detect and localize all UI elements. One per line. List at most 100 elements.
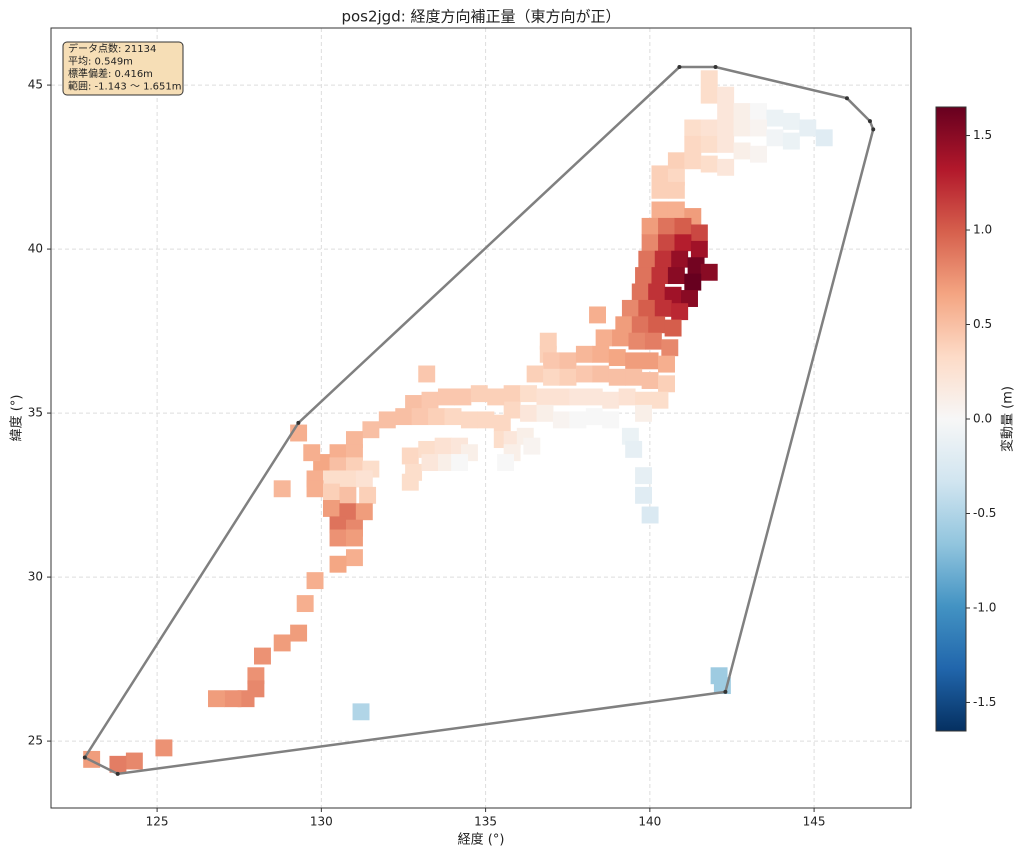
data-cell [667,181,685,199]
data-cell [273,634,291,652]
data-cell [717,158,735,176]
data-cell [618,388,636,406]
data-cell [654,250,672,268]
data-cell [428,408,446,426]
data-cell [444,408,462,426]
data-cell [552,411,570,429]
stats-line: 範囲: -1.143 ～ 1.651m [68,80,182,93]
hull-vertex [296,420,301,425]
data-cell [290,624,308,642]
data-cell [667,152,685,170]
colorbar-tick-label: -0.5 [973,506,996,520]
plot-frame [50,27,912,809]
data-cell [536,388,554,406]
data-cell [684,152,702,170]
data-cell [684,119,702,137]
data-cell [641,352,659,370]
data-cell [355,503,373,521]
y-tick-label: 25 [28,734,43,748]
stats-line: 標準偏差: 0.416m [68,67,153,80]
data-cell [254,647,271,665]
colorbar [935,106,967,732]
data-cell [454,388,472,406]
data-cell [658,375,675,393]
data-cell [750,103,767,121]
data-cell [651,165,669,183]
data-cell [674,217,692,235]
data-cell [569,411,587,429]
data-cell [339,486,357,504]
data-cell [612,329,629,347]
data-cell [329,529,347,547]
x-tick-label: 140 [638,815,661,829]
data-cell [717,119,735,137]
data-cell [664,319,682,337]
data-cell [700,70,718,88]
data-cell [539,332,557,350]
data-cell [766,129,784,147]
data-cell [684,273,702,291]
data-cell [303,444,321,462]
data-cell [569,388,587,406]
data-cell [750,119,767,137]
data-cell [717,103,735,121]
data-cell [437,388,455,406]
data-cell [487,388,505,406]
colorbar-tick-label: -1.5 [973,695,996,709]
data-cell [322,483,340,501]
data-cell [664,286,682,304]
hull-vertex [115,771,120,776]
colorbar-tick-label: -1.0 [973,600,996,614]
data-cell [635,404,652,422]
colorbar-tick-label: 1.5 [973,128,992,142]
data-cell [625,440,643,458]
data-cell [641,217,659,235]
data-cell [687,257,705,275]
hull-vertex [723,689,728,694]
data-cell [621,299,639,317]
x-tick-label: 135 [474,815,497,829]
y-tick-label: 40 [28,242,43,256]
data-cell [322,500,340,517]
colorbar-tick-label: 0.0 [973,412,992,426]
data-cell [520,385,538,403]
data-cell [602,391,620,409]
data-cell [635,467,652,485]
data-cell [470,385,488,403]
data-cell [644,332,662,350]
data-cell [625,368,643,386]
data-cell [503,385,521,403]
data-cell [543,352,561,370]
data-cell [526,365,544,383]
data-cell [589,306,606,324]
data-cell [401,473,419,491]
data-cell [306,572,324,590]
data-cell [306,480,324,498]
hull-vertex [82,755,87,760]
data-cell [345,457,363,475]
hull-vertex [867,119,872,124]
data-cell [766,109,784,127]
data-cell [109,755,127,773]
data-cell [405,395,423,412]
data-cell [651,181,669,199]
data-cell [671,250,689,268]
data-cell [641,234,659,252]
data-cell [608,368,626,386]
x-tick-label: 145 [803,815,826,829]
data-cell [631,316,649,334]
data-cell [700,86,718,104]
data-cell [648,283,666,301]
data-cell [638,250,656,268]
data-cell [782,112,800,130]
data-cell [690,224,708,242]
data-cell [401,447,419,465]
y-tick-label: 45 [28,78,43,92]
data-cell [345,549,363,567]
data-cell [497,454,515,471]
data-cell [717,86,735,104]
data-cell [635,267,652,285]
data-cell [339,470,357,488]
data-cell [451,454,469,471]
